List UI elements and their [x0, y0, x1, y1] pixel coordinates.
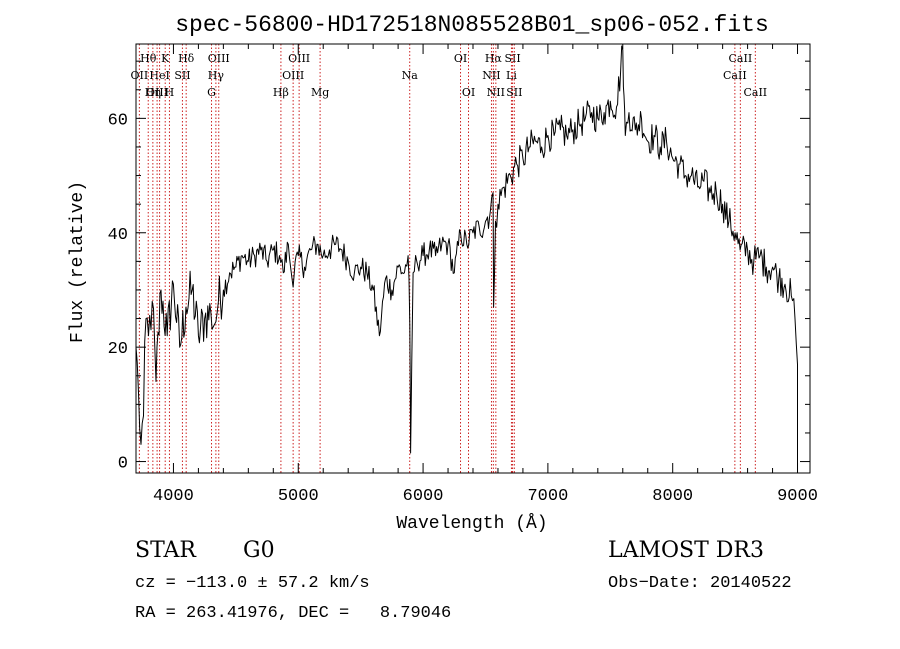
line-label-8: CaII — [729, 52, 753, 65]
observation-date: Obs−Date: 20140522 — [608, 574, 792, 593]
line-label-19: Hη — [145, 86, 161, 99]
line-label-26: SII — [506, 86, 522, 99]
y-axis-label: Flux (relative) — [68, 181, 88, 343]
line-label-13: OIII — [282, 69, 304, 82]
redshift-velocity: cz = −113.0 ± 57.2 km/s — [135, 574, 370, 593]
line-label-18: OIII — [146, 86, 168, 99]
y-tick-label: 40 — [108, 226, 128, 245]
y-tick-label: 0 — [118, 455, 128, 474]
plot-axes: 4000 5000 6000 7000 8000 9000 0 20 40 60 — [108, 43, 818, 506]
line-label-15: NII — [482, 69, 500, 82]
line-label-2: Hδ — [178, 52, 195, 65]
x-axis-label: Wavelength (Å) — [396, 513, 547, 534]
y-tick-label: 20 — [108, 340, 128, 359]
line-label-11: SII — [174, 69, 190, 82]
line-label-27: CaII — [743, 86, 767, 99]
x-tick-label: 4000 — [153, 487, 194, 506]
spectrum-series — [135, 45, 798, 472]
y-tick-label: 60 — [108, 111, 128, 130]
line-label-5: OI — [454, 52, 467, 65]
object-class: STAR — [135, 538, 196, 563]
x-tick-label: 6000 — [403, 487, 444, 506]
line-label-3: OIII — [208, 52, 230, 65]
x-tick-label: 9000 — [777, 487, 818, 506]
line-label-4: OIII — [288, 52, 310, 65]
line-label-6: Hα — [485, 52, 503, 65]
survey-name: LAMOST DR3 — [608, 538, 764, 563]
coordinates: RA = 263.41976, DEC = 8.79046 — [135, 604, 452, 623]
spectrum-line — [135, 45, 798, 472]
line-label-22: Hβ — [273, 86, 289, 99]
line-label-21: G — [207, 86, 216, 99]
line-label-20: H — [165, 86, 175, 99]
line-label-23: Mg — [311, 86, 329, 99]
line-label-1: K — [161, 52, 170, 65]
line-label-0: Hθ — [140, 52, 157, 65]
line-label-9: OII — [131, 69, 149, 82]
x-tick-label: 5000 — [278, 487, 319, 506]
line-label-7: SII — [504, 52, 520, 65]
line-label-25: NII — [487, 86, 505, 99]
line-label-24: OI — [462, 86, 475, 99]
x-tick-label: 8000 — [652, 487, 693, 506]
x-tick-label: 7000 — [527, 487, 568, 506]
line-label-14: Na — [402, 69, 419, 82]
chart-title: spec-56800-HD172518N085528B01_sp06-052.f… — [175, 12, 769, 38]
line-label-10: HeI — [149, 69, 169, 82]
line-label-17: CaII — [723, 69, 747, 82]
line-label-16: Li — [506, 69, 517, 82]
object-subclass: G0 — [243, 538, 275, 563]
line-label-12: Hγ — [208, 69, 225, 82]
